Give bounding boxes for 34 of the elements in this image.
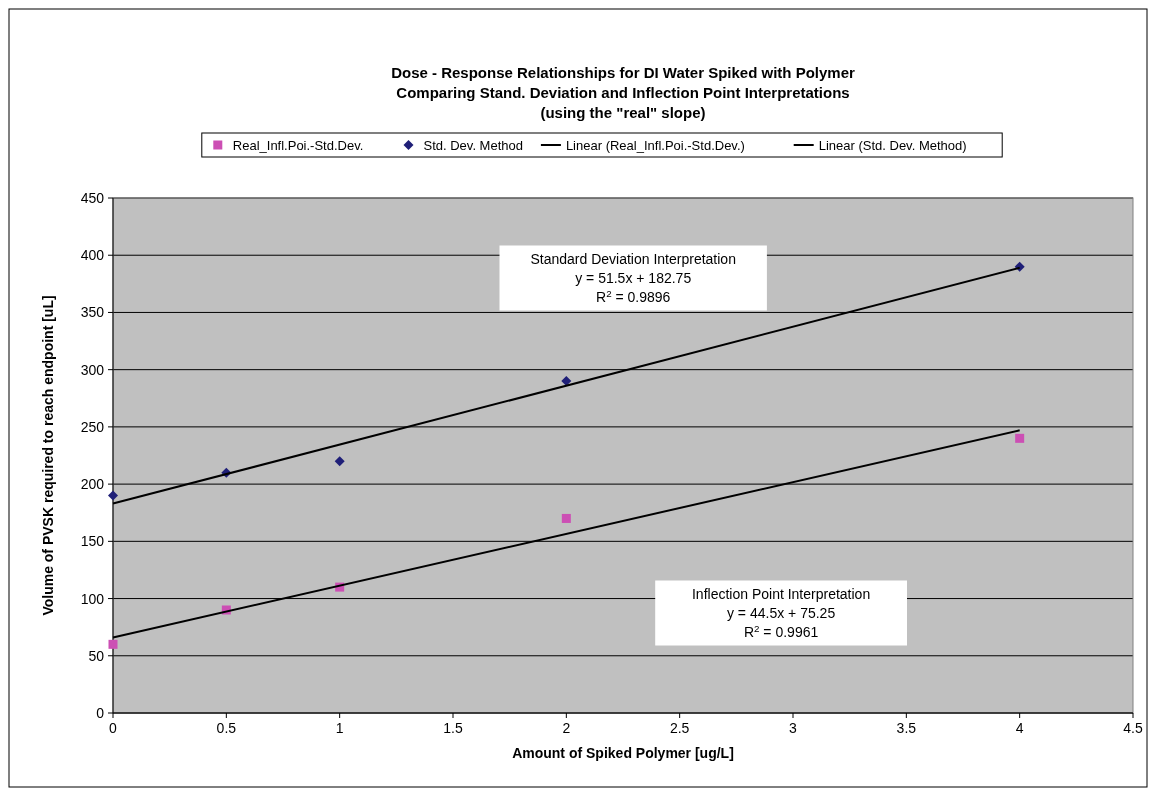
y-tick-label: 250 [80, 418, 105, 435]
point [108, 639, 118, 649]
legend-label: Linear (Std. Dev. Method) [818, 138, 967, 153]
annotation: Inflection Point Interpretation y = 44.5x + 75.25 R$^{2}$ = 0.9961 [691, 585, 871, 640]
x-tick-label: 4 [1015, 720, 1024, 736]
legend-label: Std. Dev. Method [423, 138, 523, 153]
x-tick-label: 0 [109, 720, 118, 736]
annotation: Standard Deviation Interpretation y = 51.5x + 182.75 R$^{2}$ = 0.9896 [530, 250, 736, 305]
y-tick-label: 0 [96, 705, 105, 721]
y-tick-label: 150 [80, 533, 105, 550]
point [561, 513, 571, 523]
chart-title: Dose - Response Relationships for DI Water Spiked with Polymer Comparing Stand. Deviation and Inflection Point Interpretations (using the "real" slope) [391, 64, 856, 121]
x-tick-label: 0.5 [216, 720, 237, 736]
y-tick-label: 400 [80, 247, 105, 264]
point [1015, 433, 1025, 443]
x-tick-label: 2 [562, 720, 571, 736]
legend-label: Real_Infl.Poi.-Std.Dev. [232, 138, 364, 153]
x-tick-label: 3.5 [896, 720, 917, 736]
y-tick-label: 300 [80, 361, 105, 378]
point [108, 490, 118, 501]
y-tick-label: 450 [80, 190, 105, 206]
y-axis-title: Volume of PVSK required to reach endpoint [uL] [40, 295, 56, 616]
y-tick-label: 100 [80, 590, 105, 607]
y-tick-label: 350 [80, 304, 105, 321]
y-tick-label: 50 [88, 647, 105, 664]
x-tick-label: 3 [789, 720, 798, 736]
x-axis-title: Amount of Spiked Polymer [ug/L] [512, 745, 734, 761]
x-tick-label: 2.5 [669, 720, 690, 736]
x-tick-label: 1 [335, 720, 344, 736]
x-tick-label: 4.5 [1123, 720, 1143, 736]
x-tick-label: 1.5 [443, 720, 463, 736]
point [334, 456, 345, 467]
legend-label: Linear (Real_Infl.Poi.-Std.Dev.) [565, 138, 745, 153]
y-tick-label: 200 [80, 476, 105, 493]
